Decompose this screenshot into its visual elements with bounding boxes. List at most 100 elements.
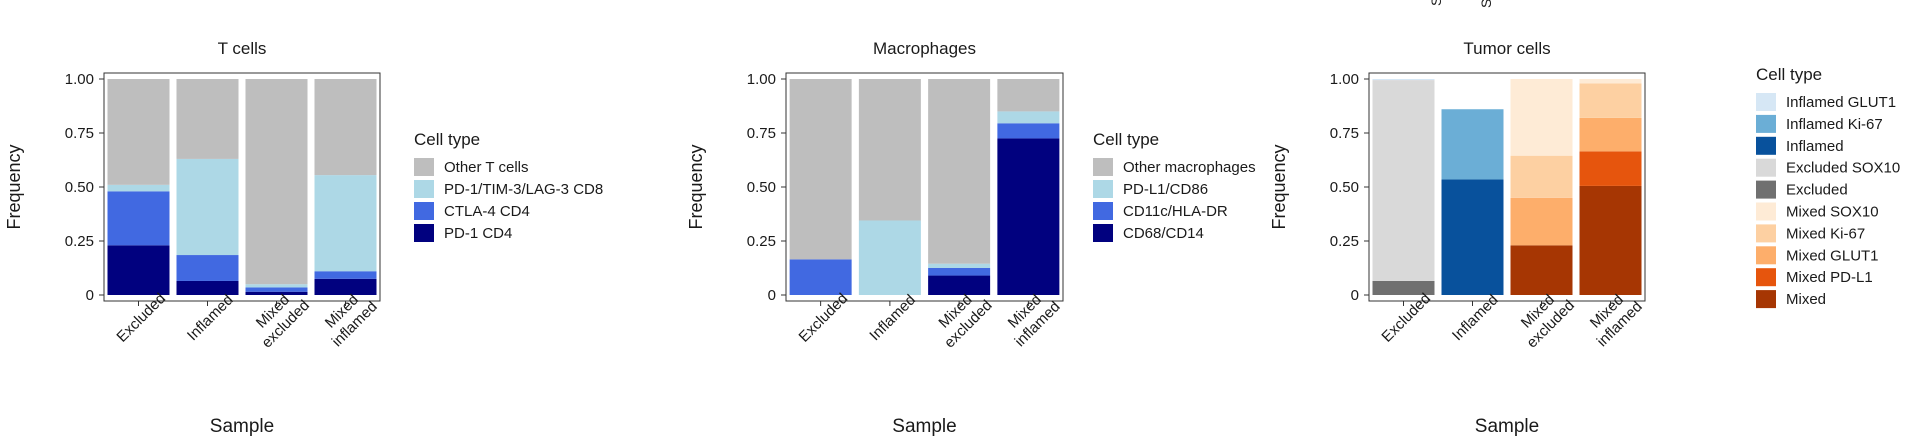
legend-swatch-other-t-cells <box>414 158 434 176</box>
bar-segment-pd-l1-cd86 <box>928 263 991 268</box>
legend-swatch-pd-1-cd4 <box>414 224 434 242</box>
bar-segment-other-macrophages <box>997 79 1060 112</box>
bar-segment-mixed-ki-67 <box>1510 155 1573 198</box>
legend-title: Cell type <box>1093 130 1159 149</box>
bar-segment-mixed-sox10 <box>1579 79 1642 84</box>
legend-swatch-cd11c-hla-dr <box>1093 202 1113 220</box>
bar-segment-cd11c-hla-dr <box>997 123 1060 139</box>
bar-segment-excluded-sox10 <box>1372 80 1435 281</box>
bar-segment-other-t-cells <box>176 79 239 159</box>
bar-segment-pd-1-tim-3-lag-3-cd8 <box>107 184 170 192</box>
bar-segment-other-t-cells <box>245 79 308 285</box>
bar-segment-mixed-glut1 <box>1579 117 1642 152</box>
bar-segment-pd-1-cd4 <box>107 245 170 295</box>
bar-segment-other-macrophages <box>858 79 921 221</box>
chart-title: T cells <box>218 39 267 58</box>
legend-swatch-inflamed-ki-67 <box>1756 114 1776 133</box>
x-tick-label: Excluded <box>796 290 852 346</box>
bar-segment-pd-1-tim-3-lag-3-cd8 <box>245 284 308 288</box>
bar-segment-cd68-cd14 <box>928 275 991 295</box>
bar-segment-other-t-cells <box>107 79 170 185</box>
x-tick-label: Inflamed <box>184 291 237 344</box>
top-cropped-text: Se SC y <box>1428 0 1494 8</box>
legend-label-other-macrophages: Other macrophages <box>1123 159 1256 176</box>
legend-label-mixed-ki-67: Mixed Ki-67 <box>1786 225 1865 242</box>
chart-title: Tumor cells <box>1463 39 1550 58</box>
y-tick-label: 0 <box>768 287 776 304</box>
x-tick-label-line: Inflamed <box>184 291 237 344</box>
bar-segment-cd11c-hla-dr <box>789 259 852 295</box>
legend-label-pd-1-tim-3-lag-3-cd8: PD-1/TIM-3/LAG-3 CD8 <box>444 181 603 198</box>
x-tick-label: Excluded <box>1378 290 1434 346</box>
legend-swatch-pd-1-tim-3-lag-3-cd8 <box>414 180 434 198</box>
legend: Cell type Other T cells PD-1/TIM-3/LAG-3 C… <box>414 130 603 242</box>
bar-segment-mixed-glut1 <box>1510 197 1573 246</box>
bar-segment-mixed-pd-l1 <box>1579 151 1642 186</box>
bar-segment-pd-l1-cd86 <box>858 220 921 295</box>
y-axis-label: Frequency <box>1269 144 1289 229</box>
legend-label-inflamed: Inflamed <box>1786 138 1844 155</box>
bar-segment-other-macrophages <box>789 79 852 260</box>
x-tick-label: Mixedinflamed <box>999 285 1064 350</box>
legend-label-pd-1-cd4: PD-1 CD4 <box>444 225 512 242</box>
y-tick-label: 1.00 <box>1330 71 1359 88</box>
bar-segment-pd-l1-cd86 <box>997 111 1060 124</box>
legend-label-ctla-4-cd4: CTLA-4 CD4 <box>444 203 530 220</box>
x-tick-label: Excluded <box>113 290 169 346</box>
bar-segment-pd-1-tim-3-lag-3-cd8 <box>176 158 239 256</box>
legend-label-cd68-cd14: CD68/CD14 <box>1123 225 1204 242</box>
x-tick-label: Inflamed <box>1449 291 1502 344</box>
legend-swatch-mixed-glut1 <box>1756 246 1776 265</box>
y-tick-label: 1.00 <box>65 71 94 88</box>
x-axis-label: Sample <box>1475 416 1539 437</box>
y-tick-label: 0.25 <box>747 233 776 250</box>
legend-label-cd11c-hla-dr: CD11c/HLA-DR <box>1123 203 1228 220</box>
legend-swatch-mixed-sox10 <box>1756 202 1776 221</box>
y-tick-label: 0.50 <box>1330 179 1359 196</box>
legend-swatch-inflamed <box>1756 136 1776 155</box>
x-tick-label: Inflamed <box>866 291 919 344</box>
cropped-glyph-2: SC <box>1478 0 1494 8</box>
y-axis-label: Frequency <box>686 144 706 229</box>
x-tick-label-line: Inflamed <box>866 291 919 344</box>
x-tick-label-line: Excluded <box>113 290 169 346</box>
y-tick-label: 0.75 <box>1330 125 1359 142</box>
y-tick-label: 0.50 <box>747 179 776 196</box>
bar-segment-other-t-cells <box>314 79 377 176</box>
bar-segment-ctla-4-cd4 <box>314 271 377 279</box>
bar-segment-mixed <box>1579 185 1642 295</box>
panel-macrophages: Macrophages 0 0.25 0.50 0.75 1.00 Frequency Exc… <box>686 39 1256 437</box>
y-tick-label: 0.50 <box>65 179 94 196</box>
x-tick-label-line: Inflamed <box>1449 291 1502 344</box>
x-tick-label-line: Excluded <box>796 290 852 346</box>
bar-segment-pd-1-tim-3-lag-3-cd8 <box>314 175 377 272</box>
legend-swatch-excluded <box>1756 180 1776 199</box>
bar-segment-excluded <box>1372 280 1435 295</box>
legend-label-mixed-glut1: Mixed GLUT1 <box>1786 247 1879 264</box>
legend-label-inflamed-glut1: Inflamed GLUT1 <box>1786 94 1896 111</box>
x-axis-label: Sample <box>892 416 956 437</box>
bar-segment-ctla-4-cd4 <box>107 191 170 246</box>
x-axis-label: Sample <box>210 416 274 437</box>
bar-segment-pd-1-cd4 <box>176 280 239 295</box>
cropped-glyph-1: Se <box>1428 0 1444 6</box>
y-tick-label: 1.00 <box>747 71 776 88</box>
y-tick-label: 0 <box>86 287 94 304</box>
legend-label-excluded-sox10: Excluded SOX10 <box>1786 160 1900 177</box>
legend-swatch-ctla-4-cd4 <box>414 202 434 220</box>
bar-segment-mixed-ki-67 <box>1579 83 1642 118</box>
bar-segment-pd-1-cd4 <box>314 278 377 295</box>
legend-swatch-cd68-cd14 <box>1093 224 1113 242</box>
legend-swatch-mixed <box>1756 290 1776 309</box>
x-tick-label-line: Excluded <box>1378 290 1434 346</box>
legend-label-mixed-sox10: Mixed SOX10 <box>1786 204 1879 221</box>
legend-label-other-t-cells: Other T cells <box>444 159 528 176</box>
bar-segment-cd68-cd14 <box>997 138 1060 295</box>
legend-label-inflamed-ki-67: Inflamed Ki-67 <box>1786 116 1883 133</box>
bar-segment-ctla-4-cd4 <box>176 255 239 281</box>
y-tick-label: 0 <box>1351 287 1359 304</box>
y-tick-label: 0.75 <box>747 125 776 142</box>
legend-title: Cell type <box>414 130 480 149</box>
bar-segment-other-macrophages <box>928 79 991 264</box>
